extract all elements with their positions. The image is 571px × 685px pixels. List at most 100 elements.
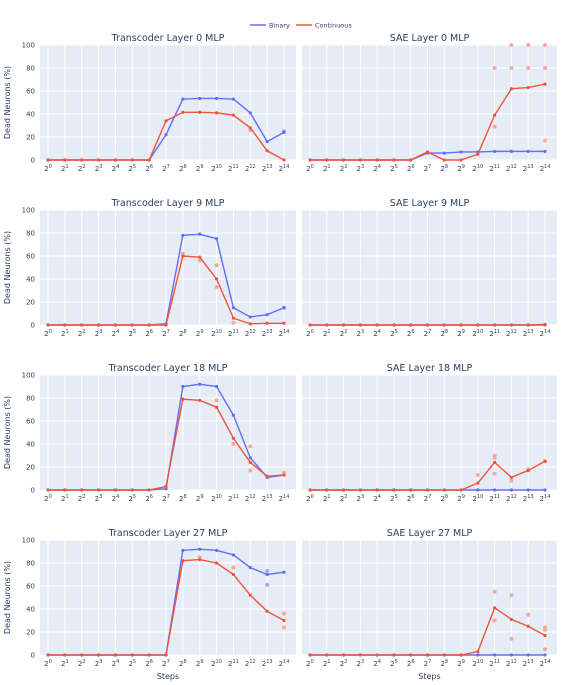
x-tick-label: 20 <box>306 329 314 338</box>
plot-area <box>40 210 296 325</box>
data-point-continuous <box>409 488 413 492</box>
data-point-binary <box>509 653 514 657</box>
data-point-continuous <box>282 321 286 325</box>
y-axis-label: Dead Neurons (%) <box>3 66 12 139</box>
panel-title: SAE Layer 18 MLP <box>387 363 473 374</box>
data-point-continuous <box>341 653 346 657</box>
x-tick-label: 211 <box>489 329 500 338</box>
data-point-continuous <box>63 158 67 162</box>
scatter-point-continuous <box>282 611 286 616</box>
data-point-continuous <box>543 82 547 86</box>
panel-transcoder-layer-18-mlp: 0 20 40 60 80 100 20 21 22 23 24 25 26 27 28 29 210 211 21… <box>3 363 296 503</box>
y-tick-label: 20 <box>26 464 35 472</box>
data-point-binary <box>181 548 185 552</box>
x-tick-label: 27 <box>162 494 170 503</box>
data-point-binary <box>476 488 480 492</box>
x-tick-label: 24 <box>373 494 381 503</box>
data-point-continuous <box>341 158 346 162</box>
x-tick-label: 212 <box>245 659 256 668</box>
x-tick-label: 212 <box>506 164 517 173</box>
x-tick-label: 29 <box>196 659 204 668</box>
data-point-binary <box>265 140 269 144</box>
x-tick-label: 214 <box>279 164 290 173</box>
scatter-point-continuous <box>231 565 236 570</box>
x-tick-label: 21 <box>323 659 331 668</box>
data-point-continuous <box>282 158 286 162</box>
x-axis-label: Steps <box>418 672 440 681</box>
y-tick-label: 40 <box>26 606 35 614</box>
data-point-continuous <box>46 323 50 327</box>
data-point-continuous <box>164 323 168 327</box>
panel-title: SAE Layer 27 MLP <box>387 528 473 539</box>
panel-title: Transcoder Layer 9 MLP <box>111 198 225 209</box>
x-tick-label: 29 <box>196 329 204 338</box>
data-point-binary <box>509 149 514 153</box>
data-point-continuous <box>392 653 396 657</box>
scatter-point-continuous <box>214 263 219 268</box>
data-point-continuous <box>181 397 185 401</box>
data-point-continuous <box>96 323 101 327</box>
data-point-continuous <box>130 158 134 162</box>
data-point-continuous <box>375 323 379 327</box>
data-point-continuous <box>113 488 118 492</box>
x-tick-label: 28 <box>440 329 448 338</box>
x-tick-label: 21 <box>323 164 331 173</box>
scatter-point-continuous <box>492 618 497 623</box>
data-point-continuous <box>392 323 396 327</box>
data-point-binary <box>493 488 497 492</box>
plot-area <box>302 375 557 490</box>
y-tick-label: 60 <box>26 88 35 96</box>
x-tick-label: 24 <box>373 164 381 173</box>
x-tick-label: 23 <box>95 494 103 503</box>
data-point-binary <box>543 149 547 153</box>
plot-area <box>40 375 296 490</box>
plot-area <box>302 45 557 160</box>
legend: Binary Continuous <box>250 22 352 30</box>
x-tick-label: 212 <box>245 164 256 173</box>
data-point-continuous <box>231 572 236 577</box>
scatter-point-continuous <box>180 251 185 256</box>
data-point-continuous <box>425 323 430 327</box>
data-point-binary <box>248 566 252 570</box>
data-point-binary <box>476 653 480 657</box>
scatter-point-continuous <box>231 320 236 325</box>
y-tick-label: 40 <box>26 441 35 449</box>
data-point-continuous <box>96 158 101 162</box>
x-tick-label: 21 <box>61 494 69 503</box>
x-tick-label: 213 <box>262 164 273 173</box>
data-point-binary <box>526 149 530 153</box>
data-point-continuous <box>248 322 252 326</box>
data-point-continuous <box>526 323 530 327</box>
data-point-binary <box>214 548 219 552</box>
x-tick-label: 21 <box>323 494 331 503</box>
x-tick-label: 213 <box>262 494 273 503</box>
data-point-continuous <box>147 488 151 492</box>
data-point-binary <box>248 111 252 115</box>
data-point-continuous <box>476 323 480 327</box>
y-tick-label: 80 <box>26 230 35 238</box>
data-point-binary <box>526 653 530 657</box>
panel-sae-layer-27-mlp: 20 21 22 23 24 25 26 27 28 29 210 211 212 213 214 SAE L… <box>302 528 557 681</box>
scatter-point-continuous <box>214 285 219 290</box>
panel-sae-layer-18-mlp: 20 21 22 23 24 25 26 27 28 29 210 211 212 213 214 SAE L… <box>302 363 557 503</box>
data-point-binary <box>231 413 236 417</box>
y-tick-label: 60 <box>26 253 35 261</box>
y-tick-label: 0 <box>31 487 35 495</box>
panel-transcoder-layer-9-mlp: 0 20 40 60 80 100 20 21 22 23 24 25 26 27 28 29 210 211 21… <box>3 198 296 338</box>
data-point-continuous <box>442 488 446 492</box>
scatter-point-continuous <box>214 398 219 403</box>
scatter-point-continuous <box>543 138 547 143</box>
x-tick-label: 28 <box>440 164 448 173</box>
data-point-continuous <box>214 277 219 281</box>
x-tick-label: 24 <box>112 329 120 338</box>
data-point-binary <box>282 130 286 134</box>
data-point-continuous <box>198 557 202 562</box>
y-tick-label: 100 <box>22 207 35 215</box>
scatter-point-continuous <box>282 625 286 630</box>
data-point-continuous <box>96 653 101 657</box>
data-point-continuous <box>80 323 84 327</box>
panel-title: Transcoder Layer 18 MLP <box>108 363 228 374</box>
data-point-continuous <box>442 653 446 657</box>
data-point-continuous <box>526 468 530 473</box>
